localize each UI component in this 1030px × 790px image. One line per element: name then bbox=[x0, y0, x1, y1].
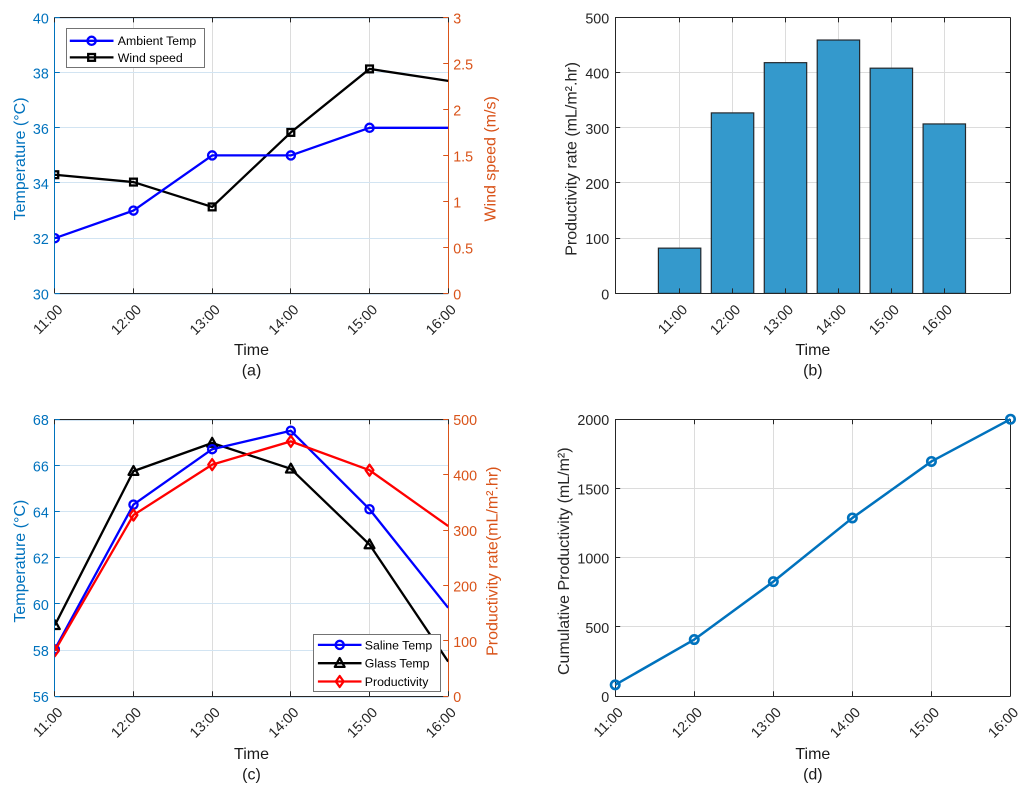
svg-text:500: 500 bbox=[585, 11, 609, 27]
svg-text:500: 500 bbox=[585, 621, 609, 637]
svg-text:1.5: 1.5 bbox=[453, 149, 473, 165]
svg-text:Wind speed (m/s): Wind speed (m/s) bbox=[483, 96, 500, 221]
svg-text:0: 0 bbox=[601, 690, 609, 706]
svg-text:38: 38 bbox=[33, 67, 49, 83]
svg-text:68: 68 bbox=[33, 413, 49, 429]
svg-text:200: 200 bbox=[453, 579, 477, 595]
svg-text:1000: 1000 bbox=[577, 552, 609, 568]
svg-text:1500: 1500 bbox=[577, 482, 609, 498]
svg-text:(c): (c) bbox=[242, 766, 261, 783]
svg-text:300: 300 bbox=[585, 122, 609, 138]
svg-text:Wind speed: Wind speed bbox=[118, 51, 183, 65]
svg-text:58: 58 bbox=[33, 644, 49, 660]
svg-text:40: 40 bbox=[33, 11, 49, 27]
svg-text:2000: 2000 bbox=[577, 413, 609, 429]
svg-text:Productivity rate(mL/m².hr): Productivity rate(mL/m².hr) bbox=[485, 467, 502, 656]
svg-text:Cumulative Productivity (mL/m²: Cumulative Productivity (mL/m²) bbox=[556, 447, 573, 675]
svg-text:100: 100 bbox=[585, 232, 609, 248]
svg-text:32: 32 bbox=[33, 232, 49, 248]
svg-text:0: 0 bbox=[601, 287, 609, 303]
svg-text:Temperature (°C): Temperature (°C) bbox=[12, 97, 29, 220]
svg-text:0: 0 bbox=[453, 287, 461, 303]
svg-text:Ambient Temp: Ambient Temp bbox=[118, 34, 197, 48]
svg-text:Time: Time bbox=[795, 746, 830, 763]
svg-text:Productivity rate (mL/m².hr): Productivity rate (mL/m².hr) bbox=[564, 62, 581, 256]
svg-text:0.5: 0.5 bbox=[453, 241, 473, 257]
svg-text:30: 30 bbox=[33, 287, 49, 303]
svg-text:Glass Temp: Glass Temp bbox=[365, 657, 430, 671]
svg-text:2.5: 2.5 bbox=[453, 57, 473, 73]
svg-text:3: 3 bbox=[453, 11, 461, 27]
svg-text:0: 0 bbox=[453, 690, 461, 706]
svg-text:34: 34 bbox=[33, 177, 49, 193]
svg-text:60: 60 bbox=[33, 598, 49, 614]
svg-text:62: 62 bbox=[33, 552, 49, 568]
svg-text:Time: Time bbox=[234, 746, 269, 763]
svg-text:Time: Time bbox=[795, 342, 830, 359]
svg-text:(a): (a) bbox=[242, 362, 262, 379]
svg-text:(b): (b) bbox=[803, 362, 823, 379]
svg-text:64: 64 bbox=[33, 506, 49, 522]
svg-text:Temperature (°C): Temperature (°C) bbox=[12, 500, 29, 623]
svg-text:Saline Temp: Saline Temp bbox=[365, 638, 433, 652]
svg-text:200: 200 bbox=[585, 177, 609, 193]
svg-text:400: 400 bbox=[585, 67, 609, 83]
svg-text:56: 56 bbox=[33, 690, 49, 706]
svg-text:300: 300 bbox=[453, 524, 477, 540]
svg-text:2: 2 bbox=[453, 103, 461, 119]
svg-text:400: 400 bbox=[453, 469, 477, 485]
svg-text:Time: Time bbox=[234, 342, 269, 359]
svg-text:Productivity: Productivity bbox=[365, 675, 429, 689]
svg-text:500: 500 bbox=[453, 413, 477, 429]
svg-text:36: 36 bbox=[33, 122, 49, 138]
svg-text:(d): (d) bbox=[803, 766, 823, 783]
svg-text:100: 100 bbox=[453, 635, 477, 651]
svg-text:66: 66 bbox=[33, 459, 49, 475]
svg-text:1: 1 bbox=[453, 195, 461, 211]
